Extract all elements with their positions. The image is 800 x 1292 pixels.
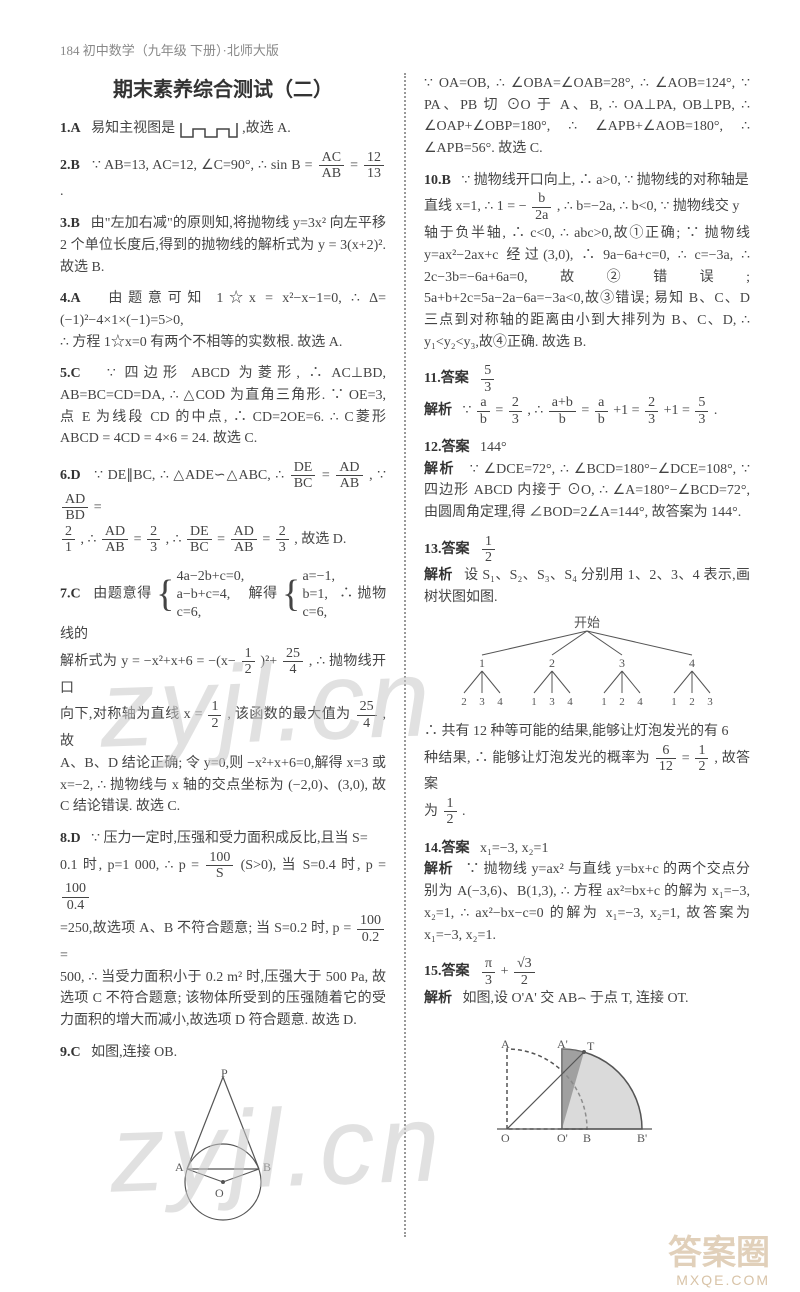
page-header: 184 初中数学（九年级 下册）·北师大版 [60, 40, 750, 59]
svg-text:A: A [175, 1160, 184, 1174]
q12-label: 12.答案 [424, 440, 470, 455]
svg-text:B: B [583, 1131, 591, 1144]
question-12: 12.答案 144° 解析 ∵ ∠DCE=72°, ∴ ∠BCD=180°−∠D… [424, 437, 750, 524]
question-14: 14.答案 x₁=−3, x₂=1 解析 ∵ 抛物线 y=ax² 与直线 y=b… [424, 838, 750, 946]
question-15: 15.答案 π3 + √32 解析 如图,设 O'A' 交 AB⌢ 于点 T, … [424, 956, 750, 1143]
svg-text:4: 4 [497, 696, 503, 708]
q10-number: 10.B [424, 173, 451, 188]
column-divider [404, 73, 406, 1237]
svg-text:4: 4 [637, 696, 643, 708]
question-13: 13.答案 12 解析 设 S₁、S₂、S₃、S₄ 分别用 1、2、3、4 表示… [424, 534, 750, 828]
q3-text: 由"左加右减"的原则知,将抛物线 y=3x² 向左平移 2 个单位长度后,得到的… [60, 216, 386, 274]
svg-text:2: 2 [689, 696, 695, 708]
circle-tangent-figure: O P A B [123, 1067, 323, 1227]
svg-text:3: 3 [707, 696, 713, 708]
svg-text:4: 4 [689, 656, 695, 670]
question-4: 4.A 由题意可知 1☆x = x²−x−1=0, ∴ Δ=(−1)²−4×1×… [60, 288, 386, 353]
q6-text: ∵ DE∥BC, ∴ △ADE∽△ABC, ∴ [94, 468, 289, 483]
svg-text:2: 2 [619, 696, 625, 708]
q1-text: 易知主视图是 [91, 121, 175, 136]
question-6: 6.D ∵ DE∥BC, ∴ △ADE∽△ABC, ∴ DEBC = ADAB … [60, 460, 386, 555]
svg-text:开始: 开始 [574, 615, 600, 630]
q5-number: 5.C [60, 366, 81, 381]
footer-watermark-url: MXQE.COM [676, 1272, 770, 1288]
svg-text:2: 2 [461, 696, 467, 708]
tree-diagram: 开始 1 2 3 4 234 [432, 615, 742, 715]
q13-label: 13.答案 [424, 542, 470, 557]
svg-text:O': O' [557, 1131, 568, 1144]
question-11: 11.答案 53 解析 ∵ ab = 23 , ∴ a+bb = ab +1 =… [424, 363, 750, 427]
question-10: 10.B ∵ 抛物线开口向上, ∴ a>0, ∵ 抛物线的对称轴是 直线 x=1… [424, 170, 750, 354]
svg-text:A: A [501, 1037, 510, 1051]
question-5: 5.C ∵ 四边形 ABCD 为菱形, ∴ AC⊥BD, AB=BC=CD=DA… [60, 363, 386, 450]
test-title: 期末素养综合测试（二） [60, 73, 386, 102]
svg-text:T: T [587, 1039, 595, 1053]
question-3: 3.B 由"左加右减"的原则知,将抛物线 y=3x² 向左平移 2 个单位长度后… [60, 213, 386, 278]
q9-number: 9.C [60, 1045, 81, 1060]
q13-sol-label: 解析 [424, 568, 453, 583]
question-9: 9.C 如图,连接 OB. O P A B [60, 1042, 386, 1228]
q12-sol-label: 解析 [424, 462, 455, 477]
brace-icon: { [156, 565, 174, 624]
question-8: 8.D ∵ 压力一定时,压强和受力面积成反比,且当 S= 0.1 时, p=1 … [60, 828, 386, 1032]
svg-text:B': B' [637, 1131, 647, 1144]
front-view-shape-icon [179, 119, 239, 139]
q4-number: 4.A [60, 291, 81, 306]
svg-text:4: 4 [567, 696, 573, 708]
svg-text:B: B [263, 1160, 271, 1174]
q4-text2: ∴ 方程 1☆x=0 有两个不相等的实数根. 故选 A. [60, 335, 342, 350]
q8-number: 8.D [60, 831, 81, 846]
brace-icon: { [282, 565, 300, 624]
fraction: 1213 [364, 150, 384, 182]
q15-sol-label: 解析 [424, 991, 452, 1006]
sector-overlap-figure: O O' B B' A A' T [477, 1014, 697, 1144]
svg-text:P: P [221, 1067, 228, 1080]
q6-number: 6.D [60, 468, 81, 483]
q14-sol-label: 解析 [424, 862, 453, 877]
question-2: 2.B ∵ AB=13, AC=12, ∠C=90°, ∴ sin B = AC… [60, 150, 386, 203]
svg-text:3: 3 [549, 696, 555, 708]
left-column: 期末素养综合测试（二） 1.A 易知主视图是 ,故选 A. 2.B ∵ AB=1… [60, 73, 386, 1237]
svg-text:3: 3 [619, 656, 625, 670]
two-column-layout: 期末素养综合测试（二） 1.A 易知主视图是 ,故选 A. 2.B ∵ AB=1… [60, 73, 750, 1237]
svg-text:1: 1 [531, 696, 537, 708]
svg-text:1: 1 [601, 696, 607, 708]
q14-label: 14.答案 [424, 841, 470, 856]
q1-tail: ,故选 A. [242, 121, 291, 136]
q11-label: 11.答案 [424, 371, 469, 386]
svg-text:1: 1 [671, 696, 677, 708]
fraction: ACAB [319, 150, 344, 182]
question-9-cont: ∵ OA=OB, ∴ ∠OBA=∠OAB=28°, ∴ ∠AOB=124°, ∵… [424, 73, 750, 160]
question-1: 1.A 易知主视图是 ,故选 A. [60, 118, 386, 140]
question-7: 7.C 由题意得 { 4a−2b+c=0, a−b+c=4, c=6, 解得 {… [60, 565, 386, 818]
svg-text:3: 3 [479, 696, 485, 708]
q7-number: 7.C [60, 587, 81, 602]
right-column: ∵ OA=OB, ∴ ∠OBA=∠OAB=28°, ∴ ∠AOB=124°, ∵… [424, 73, 750, 1237]
q11-sol-label: 解析 [424, 403, 452, 418]
q5-text: ∵ 四边形 ABCD 为菱形, ∴ AC⊥BD, AB=BC=CD=DA, ∴ … [60, 366, 386, 446]
q4-text: 由题意可知 1☆x = x²−x−1=0, ∴ Δ=(−1)²−4×1×(−1)… [60, 291, 386, 328]
svg-text:1: 1 [479, 656, 485, 670]
svg-text:O: O [215, 1186, 224, 1200]
svg-text:A': A' [557, 1037, 568, 1051]
q3-number: 3.B [60, 216, 80, 231]
q2-text: ∵ AB=13, AC=12, ∠C=90°, ∴ sin B = [92, 158, 317, 173]
q15-label: 15.答案 [424, 964, 470, 979]
svg-text:2: 2 [549, 656, 555, 670]
q1-number: 1.A [60, 121, 81, 136]
svg-text:O: O [501, 1131, 510, 1144]
q2-number: 2.B [60, 158, 80, 173]
